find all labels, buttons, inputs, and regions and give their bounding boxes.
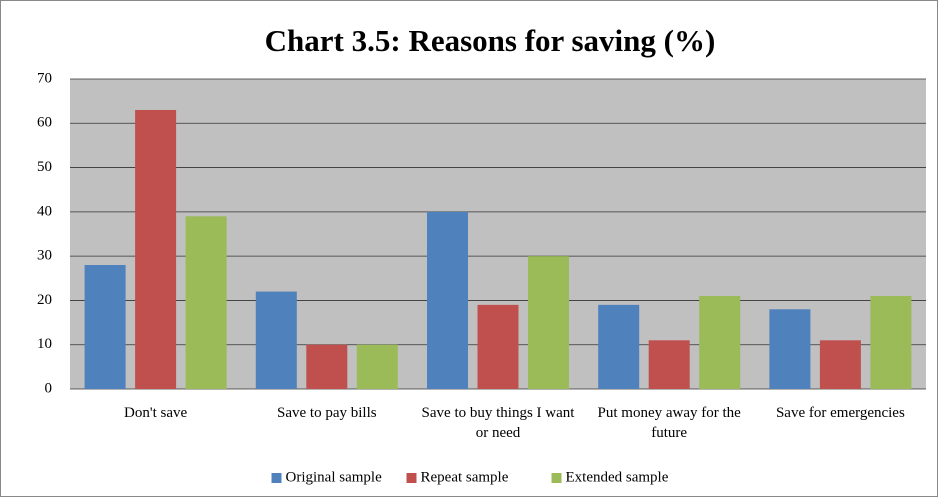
y-tick-label: 70 bbox=[37, 70, 52, 86]
chart-title: Chart 3.5: Reasons for saving (%) bbox=[265, 23, 716, 58]
legend-swatch bbox=[271, 473, 282, 483]
bar bbox=[528, 256, 569, 389]
y-tick-label: 30 bbox=[37, 248, 52, 264]
legend-label: Repeat sample bbox=[421, 469, 509, 485]
bar bbox=[769, 309, 811, 389]
bar bbox=[185, 216, 227, 389]
x-tick-label: Don't save bbox=[124, 405, 188, 421]
legend-swatch bbox=[406, 473, 417, 483]
bar bbox=[84, 265, 126, 389]
bar bbox=[255, 291, 297, 389]
bar bbox=[870, 296, 912, 389]
legend-label: Extended sample bbox=[566, 469, 669, 485]
x-tick-label: Save to buy things I want or need bbox=[421, 405, 575, 441]
x-tick-label: Save for emergencies bbox=[775, 405, 905, 421]
y-tick-label: 10 bbox=[37, 336, 52, 352]
y-tick-label: 40 bbox=[37, 203, 52, 219]
y-tick-label: 60 bbox=[37, 115, 52, 131]
y-tick-label: 20 bbox=[37, 292, 52, 308]
bar bbox=[598, 304, 640, 389]
bar bbox=[135, 110, 177, 389]
bar bbox=[648, 340, 690, 389]
bar bbox=[819, 340, 861, 389]
x-tick-label: Save to pay bills bbox=[277, 405, 377, 421]
bar bbox=[427, 211, 468, 389]
bar bbox=[477, 304, 519, 389]
bar bbox=[306, 344, 348, 389]
bar bbox=[356, 344, 398, 389]
x-tick-label: Put money away for the future bbox=[597, 405, 741, 441]
legend-swatch bbox=[551, 473, 562, 483]
bar bbox=[699, 296, 741, 389]
y-tick-label: 50 bbox=[37, 159, 52, 175]
legend-label: Original sample bbox=[286, 469, 383, 485]
y-tick-label: 0 bbox=[45, 380, 53, 396]
